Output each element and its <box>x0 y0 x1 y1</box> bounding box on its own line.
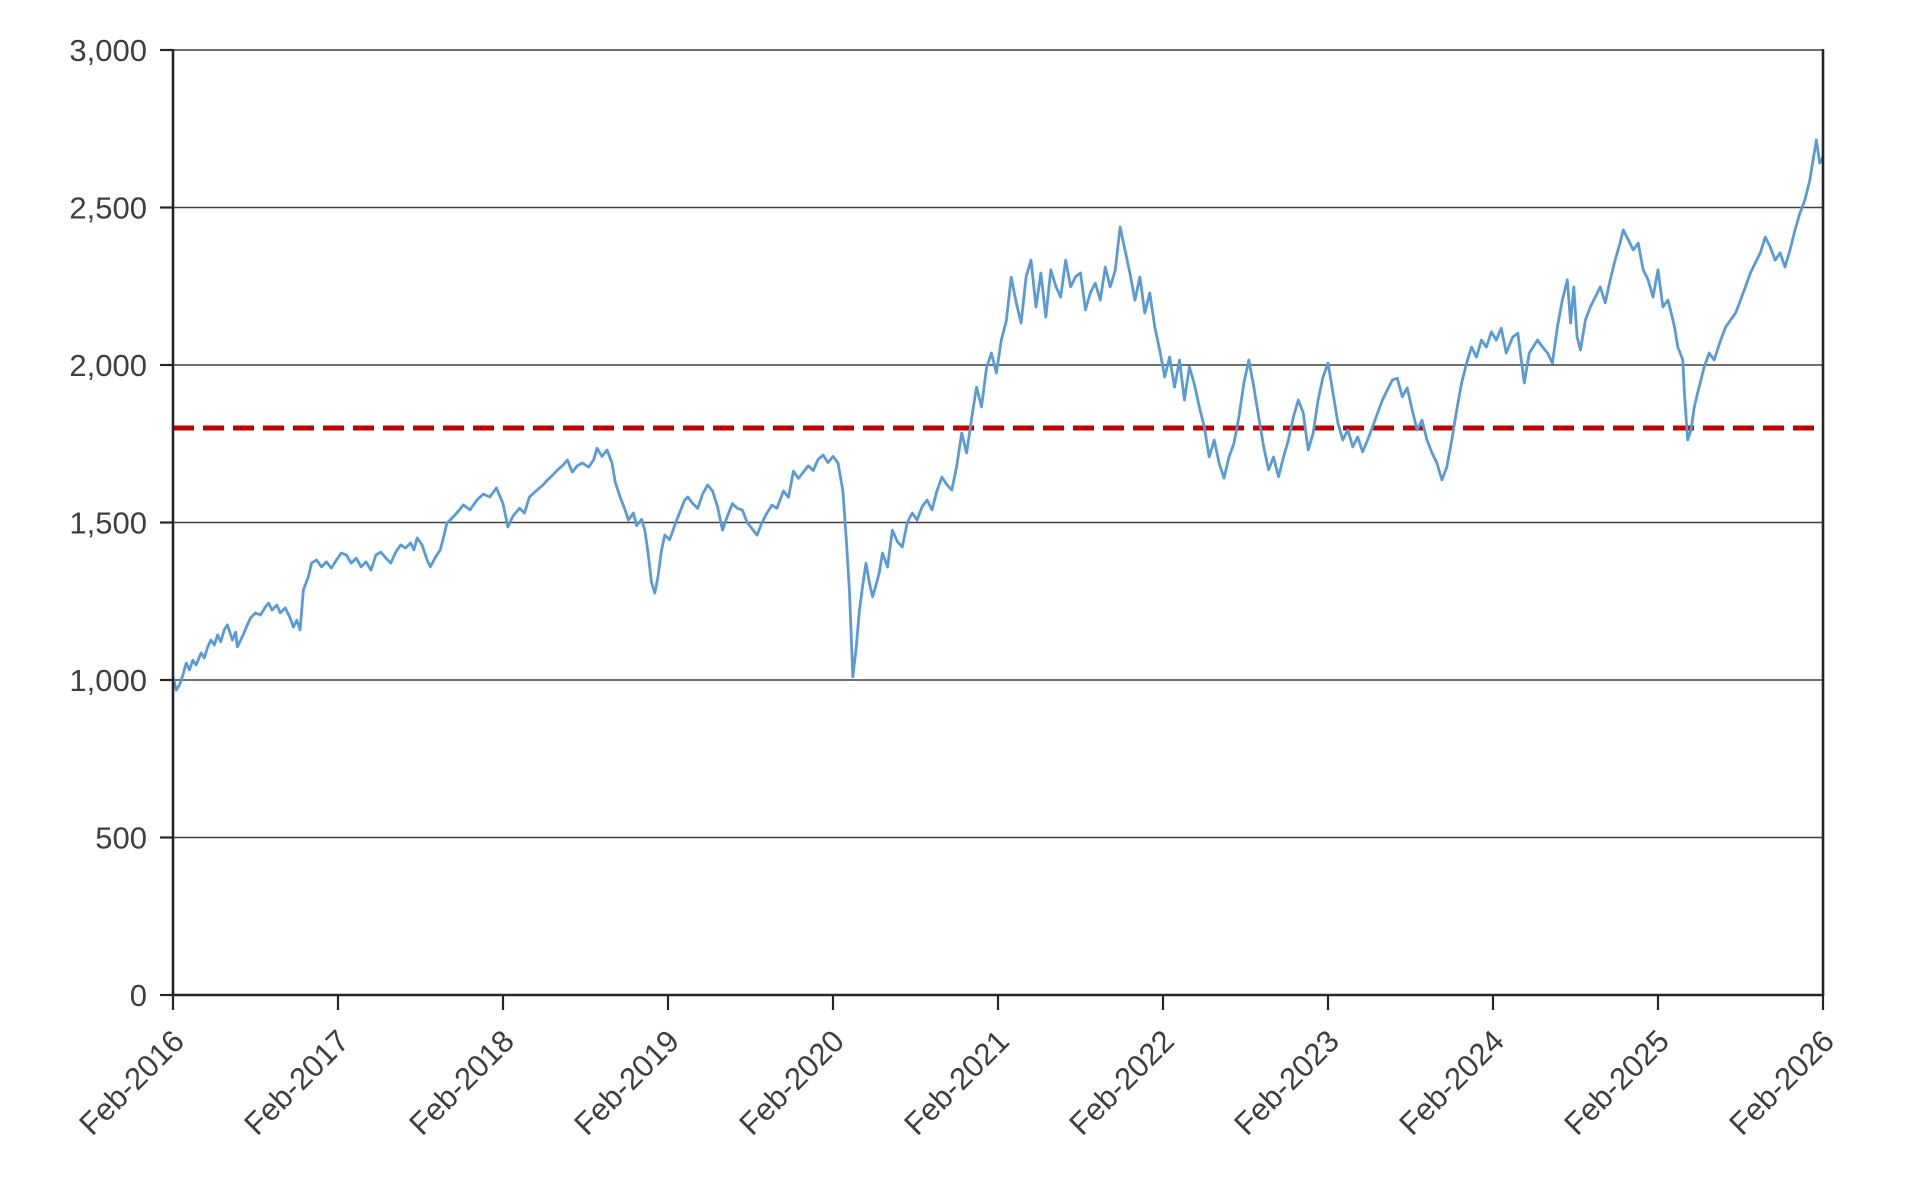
x-axis-tick-label: Feb-2024 <box>1392 1023 1511 1142</box>
x-axis-tick-label: Feb-2019 <box>567 1023 686 1142</box>
x-axis-tick-label: Feb-2026 <box>1722 1023 1841 1142</box>
gridlines-group <box>173 49 1823 839</box>
x-axis-labels-group: Feb-2016 Feb-2017 Feb-2018 Feb-2019 Feb-2020… <box>72 1023 1841 1142</box>
y-axis-tick-label: 0 <box>130 978 147 1013</box>
y-axis-labels-group: 0 500 1,000 1,500 2,000 2,500 3,000 <box>69 33 147 1013</box>
x-axis-tick-label: Feb-2023 <box>1227 1023 1346 1142</box>
x-axis-tick-label: Feb-2016 <box>72 1023 191 1142</box>
y-axis-tick-label: 2,500 <box>69 191 147 226</box>
y-axis-tick-label: 2,000 <box>69 348 147 383</box>
x-axis-ticks-group <box>171 995 1825 1010</box>
x-axis-tick-label: Feb-2022 <box>1062 1023 1181 1142</box>
x-axis-tick-label: Feb-2025 <box>1557 1023 1676 1142</box>
x-axis-tick-label: Feb-2021 <box>897 1023 1016 1142</box>
x-axis-tick-label: Feb-2018 <box>402 1023 521 1142</box>
y-axis-tick-label: 1,000 <box>69 663 147 698</box>
y-axis-tick-label: 3,000 <box>69 33 147 68</box>
price-series-line <box>171 138 1825 692</box>
y-axis-tick-label: 500 <box>95 821 147 856</box>
x-axis-tick-label: Feb-2020 <box>732 1023 851 1142</box>
y-axis-ticks-group <box>160 48 173 997</box>
y-axis-tick-label: 1,500 <box>69 506 147 541</box>
x-axis-tick-label: Feb-2017 <box>237 1023 356 1142</box>
